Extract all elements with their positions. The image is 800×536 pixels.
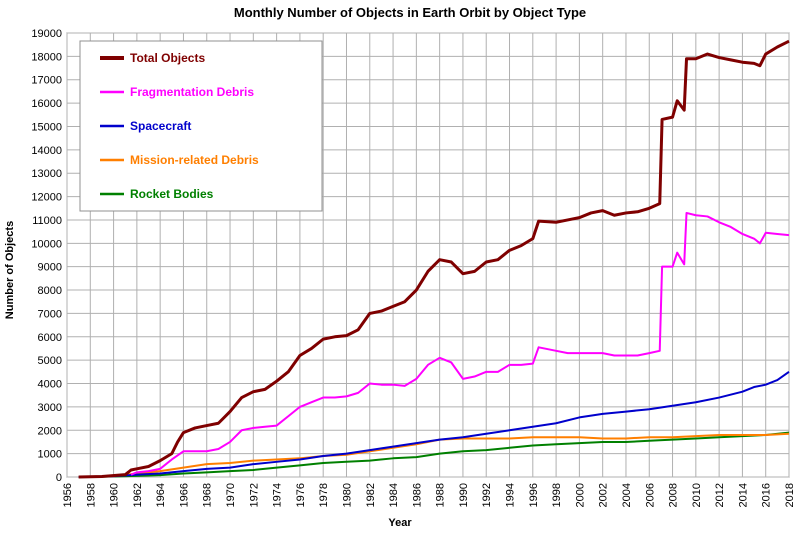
y-tick-label: 12000 [31, 192, 62, 204]
y-tick-label: 3000 [38, 402, 62, 414]
y-tick-label: 17000 [31, 75, 62, 87]
x-tick-label: 1962 [132, 483, 144, 507]
x-tick-label: 1972 [248, 483, 260, 507]
x-tick-label: 1976 [295, 483, 307, 507]
series-line-total-objects [78, 39, 790, 479]
x-tick-label: 2010 [691, 483, 703, 507]
x-tick-label: 1958 [85, 483, 97, 507]
x-tick-label: 2006 [644, 483, 656, 507]
y-tick-label: 15000 [31, 121, 62, 133]
x-tick-label: 1980 [341, 483, 353, 507]
legend-label-rocket-bodies: Rocket Bodies [130, 187, 214, 201]
x-tick-label: 2004 [621, 483, 633, 507]
x-tick-label: 1986 [411, 483, 423, 507]
x-tick-label: 1996 [528, 483, 540, 507]
y-tick-label: 16000 [31, 98, 62, 110]
chart-title: Monthly Number of Objects in Earth Orbit… [234, 5, 586, 20]
y-tick-label: 11000 [32, 215, 62, 227]
x-tick-label: 1964 [155, 483, 167, 507]
x-tick-label: 2002 [598, 483, 610, 507]
x-tick-label: 1992 [481, 483, 493, 507]
x-tick-label: 2012 [714, 483, 726, 507]
series-lines [78, 39, 790, 479]
legend-label-fragmentation-debris: Fragmentation Debris [130, 85, 254, 99]
x-tick-label: 1974 [272, 483, 284, 507]
x-tick-label: 1990 [458, 483, 470, 507]
legend-label-spacecraft: Spacecraft [130, 119, 191, 133]
x-tick-label: 1968 [202, 483, 214, 507]
x-tick-label: 2000 [574, 483, 586, 507]
y-axis-label: Number of Objects [4, 221, 16, 319]
axes: 0 1000 2000 3000 4000 5000 6000 7000 8000 9000 100… [31, 28, 796, 507]
y-tick-label: 1000 [38, 449, 62, 461]
x-axis-label: Year [388, 517, 412, 529]
x-tick-label: 1998 [551, 483, 563, 507]
series-line-fragmentation-debris [130, 211, 790, 476]
y-tick-label: 2000 [38, 425, 62, 437]
y-tick-label: 18000 [31, 51, 62, 63]
x-tick-label: 1978 [318, 483, 330, 507]
x-tick-label: 1988 [435, 483, 447, 507]
x-tick-label: 2014 [737, 483, 749, 507]
x-tick-label: 1956 [62, 483, 74, 507]
x-tick-label: 1982 [365, 483, 377, 507]
y-tick-label: 0 [56, 472, 62, 484]
x-tick-label: 2016 [761, 483, 773, 507]
y-tick-label: 7000 [38, 308, 62, 320]
y-tick-label: 4000 [38, 379, 62, 391]
x-tick-label: 2018 [784, 483, 796, 507]
legend: Total Objects Fragmentation Debris Spacecr… [79, 40, 323, 212]
x-tick-label: 1960 [109, 483, 121, 507]
y-tick-label: 6000 [38, 332, 62, 344]
legend-label-total-objects: Total Objects [130, 51, 205, 65]
x-tick-label: 1966 [178, 483, 190, 507]
legend-label-mission-related-debris: Mission-related Debris [130, 153, 259, 167]
y-tick-label: 13000 [31, 168, 62, 180]
y-tick-label: 10000 [31, 238, 62, 250]
y-tick-label: 14000 [31, 145, 62, 157]
x-tick-label: 1970 [225, 483, 237, 507]
y-tick-label: 9000 [38, 262, 62, 274]
series-line-rocket-bodies [78, 431, 790, 478]
y-tick-label: 5000 [38, 355, 62, 367]
x-tick-label: 1984 [388, 483, 400, 507]
y-tick-label: 8000 [38, 285, 62, 297]
x-tick-label: 2008 [668, 483, 680, 507]
y-tick-label: 19000 [31, 28, 62, 40]
x-tick-label: 1994 [505, 483, 517, 507]
series-line-spacecraft [78, 371, 790, 478]
